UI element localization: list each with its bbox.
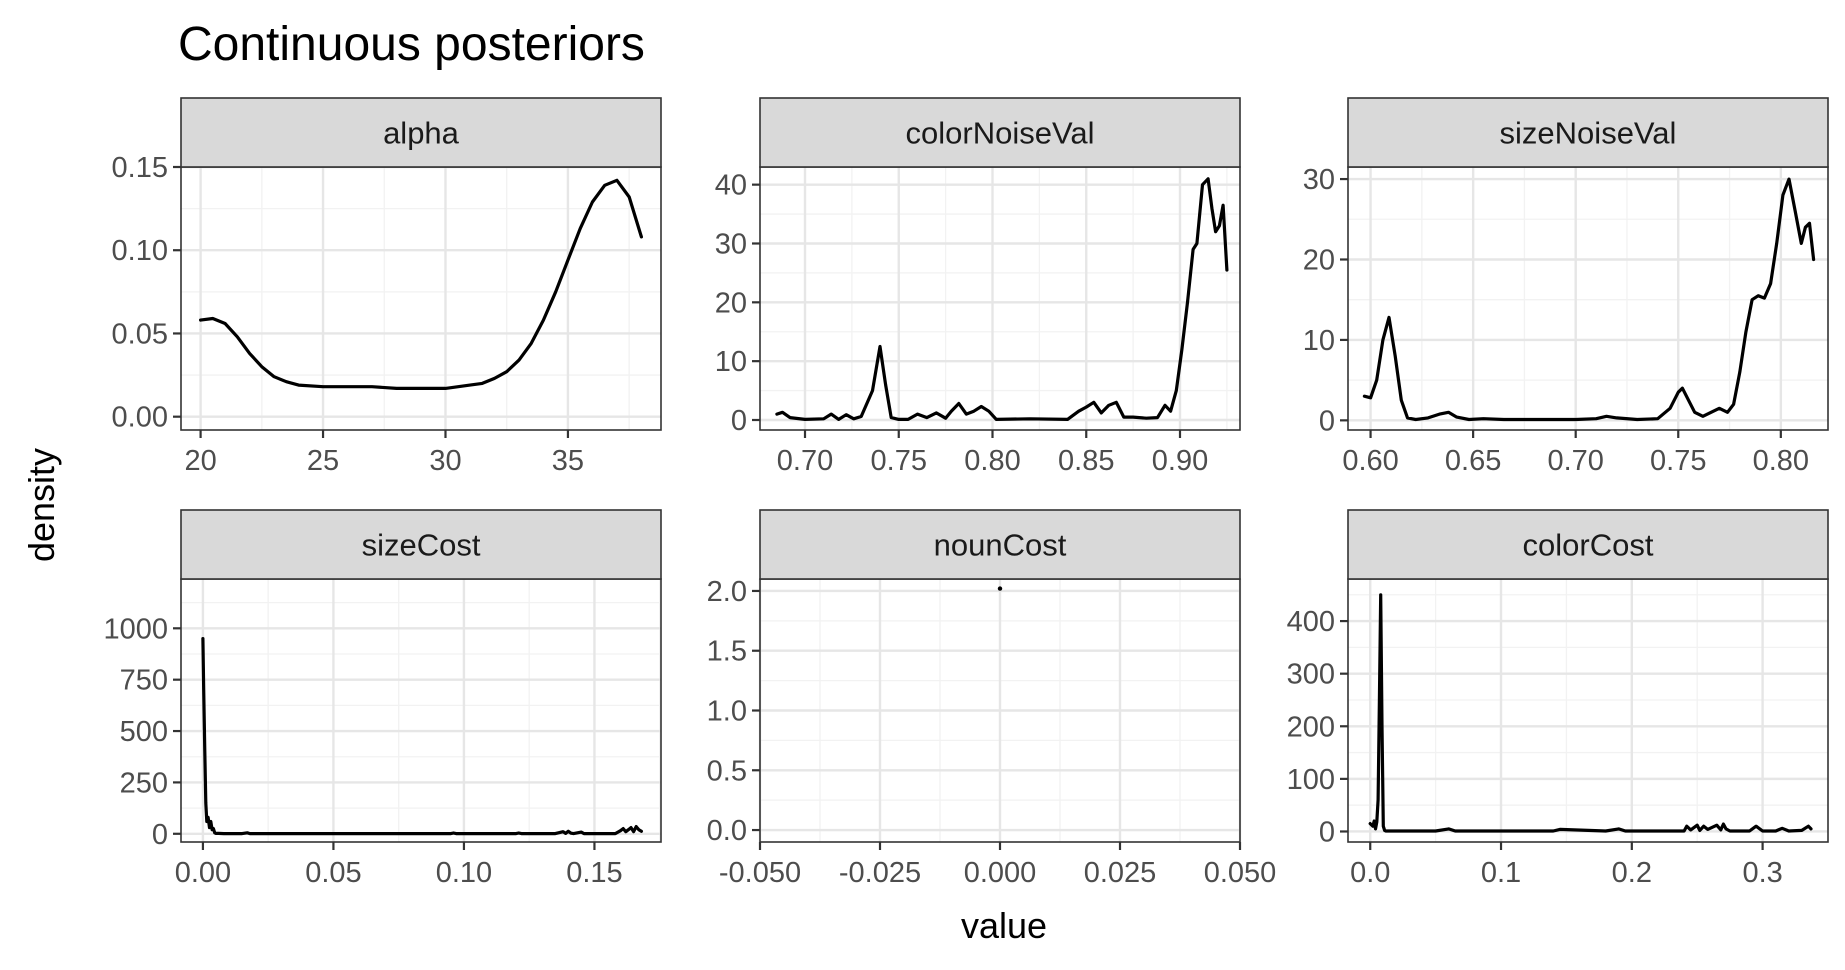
x-tick-label: 25: [307, 445, 339, 477]
x-tick-label: -0.025: [839, 857, 921, 889]
y-tick-label: 400: [1287, 606, 1335, 638]
x-tick-label: 20: [184, 445, 216, 477]
strip-background: [759, 97, 1241, 168]
facet-size-cost: sizeCost 0.00 0.05 0.10 0.15 0 250 500 750 1000: [103, 509, 662, 889]
facet-color-cost: colorCost 0.0 0.1 0.2 0.3 0 100 200 300 400: [1287, 509, 1829, 889]
x-tick-label: 0.70: [1547, 445, 1603, 477]
panel-background: [1348, 167, 1828, 430]
density-line-alpha: [199, 178, 643, 390]
x-tick-label: 0.0: [1350, 857, 1390, 889]
y-tick-label: 0.05: [112, 318, 168, 350]
density-line-color-cost: [1368, 593, 1813, 833]
y-tick-label: 200: [1287, 711, 1335, 743]
x-tick-label: 0.050: [1204, 857, 1277, 889]
y-tick-label: 40: [715, 170, 747, 202]
y-tick-label: 0: [1319, 816, 1335, 848]
strip-label: colorNoiseVal: [906, 116, 1095, 151]
x-tick-label: 35: [552, 445, 584, 477]
y-tick-label: 100: [1287, 764, 1335, 796]
x-tick-label: 0.000: [964, 857, 1037, 889]
strip-background: [180, 509, 662, 580]
strip-label: nounCost: [934, 528, 1067, 563]
x-tick-label: 30: [429, 445, 461, 477]
strip-background: [180, 97, 662, 168]
y-tick-label: 250: [120, 767, 168, 799]
x-tick-label: 0.05: [305, 857, 361, 889]
y-tick-label: 500: [120, 716, 168, 748]
x-tick-label: 0.025: [1084, 857, 1157, 889]
facet-alpha: alpha 20 25 30 35 0.00 0.05 0.10 0.15: [112, 97, 662, 477]
y-axis-title: density: [21, 448, 62, 562]
y-tick-label: 0.0: [707, 815, 747, 847]
y-tick-label: 750: [120, 665, 168, 697]
x-tick-label: 0.80: [1753, 445, 1809, 477]
x-tick-label: 0.90: [1152, 445, 1208, 477]
strip-background: [1347, 509, 1829, 580]
y-tick-label: 0.5: [707, 755, 747, 787]
x-tick-label: 0.65: [1445, 445, 1501, 477]
x-tick-label: 0.80: [964, 445, 1020, 477]
y-tick-label: 20: [715, 287, 747, 319]
strip-label: sizeCost: [362, 528, 481, 563]
y-tick-label: 0: [1319, 405, 1335, 437]
panel-background: [181, 579, 661, 842]
x-tick-label: 0.00: [175, 857, 231, 889]
x-tick-label: 0.70: [777, 445, 833, 477]
y-tick-label: 1.0: [707, 696, 747, 728]
density-line-size-noise-val: [1362, 177, 1816, 422]
y-tick-label: 0.00: [112, 402, 168, 434]
panel-background: [181, 167, 661, 430]
y-tick-label: 1.5: [707, 636, 747, 668]
y-tick-label: 0.10: [112, 235, 168, 267]
y-tick-label: 0.15: [112, 152, 168, 184]
x-tick-label: 0.3: [1742, 857, 1782, 889]
y-tick-label: 10: [1303, 325, 1335, 357]
strip-background: [759, 509, 1241, 580]
facet-size-noise-val: sizeNoiseVal 0.60 0.65 0.70 0.75 0.80 0 10 20 30: [1303, 97, 1829, 477]
y-tick-label: 300: [1287, 659, 1335, 691]
density-point-noun-cost: [997, 586, 1003, 591]
x-tick-label: 0.75: [1650, 445, 1706, 477]
y-tick-label: 2.0: [707, 576, 747, 608]
facet-color-noise-val: colorNoiseVal 0.70 0.75 0.80 0.85 0.90 0 10 20 30…: [715, 97, 1241, 477]
y-tick-label: 30: [1303, 164, 1335, 196]
strip-label: sizeNoiseVal: [1500, 116, 1677, 151]
chart-title: Continuous posteriors: [178, 18, 645, 71]
strip-background: [1347, 97, 1829, 168]
x-tick-label: 0.1: [1481, 857, 1521, 889]
x-tick-label: 0.60: [1342, 445, 1398, 477]
strip-label: colorCost: [1523, 528, 1654, 563]
strip-label: alpha: [383, 116, 460, 151]
y-tick-label: 0: [731, 405, 747, 437]
density-line-color-noise-val: [775, 177, 1229, 421]
x-tick-label: 0.75: [871, 445, 927, 477]
y-tick-label: 20: [1303, 244, 1335, 276]
y-tick-label: 0: [152, 819, 168, 851]
y-tick-label: 10: [715, 346, 747, 378]
x-tick-label: 0.85: [1058, 445, 1114, 477]
y-tick-label: 30: [715, 228, 747, 260]
x-tick-label: -0.050: [719, 857, 801, 889]
x-tick-label: 0.10: [436, 857, 492, 889]
x-tick-label: 0.15: [566, 857, 622, 889]
x-axis-title: value: [961, 905, 1047, 946]
panel-background: [1348, 579, 1828, 842]
y-tick-label: 1000: [103, 613, 168, 645]
x-tick-label: 0.2: [1612, 857, 1652, 889]
facet-noun-cost: nounCost -0.050 -0.025 0.000 0.025 0.050 0.0 0.…: [707, 509, 1277, 889]
density-line-size-cost: [201, 637, 643, 836]
panel-background: [760, 167, 1240, 430]
